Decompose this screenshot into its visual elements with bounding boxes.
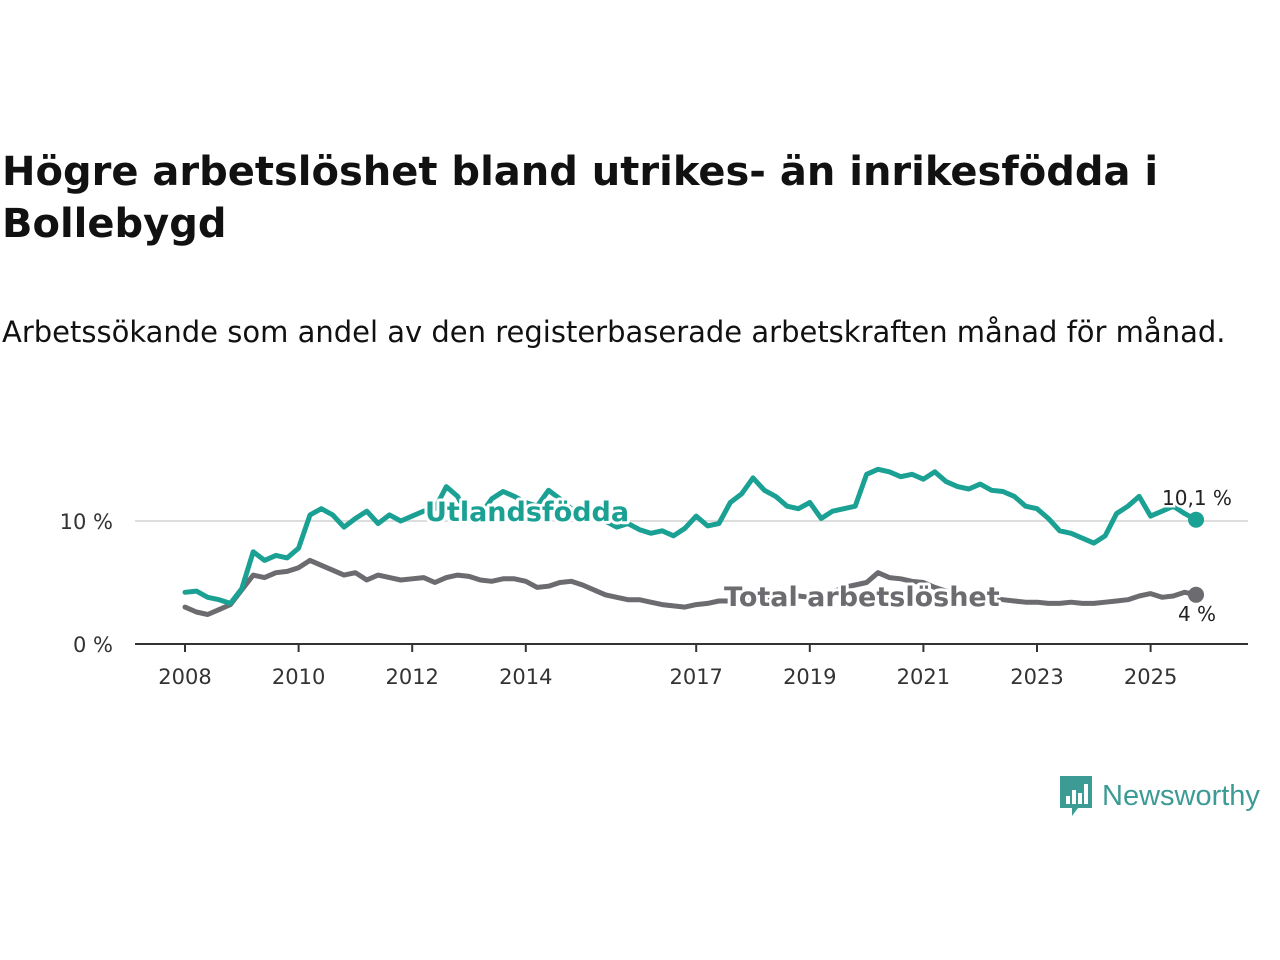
series-label-utlandsfodda: Utlandsfödda [425,497,629,528]
y-tick-label: 10 % [60,510,113,534]
x-tick-label: 2008 [158,665,211,689]
series-labels: Utlandsfödda Total arbetslöshet 10,1 % 4 % [422,484,1234,629]
newsworthy-logo-text: Newsworthy [1102,779,1260,812]
chart-title: Högre arbetslöshet bland utrikes- än inr… [2,149,1159,247]
x-tick-label: 2014 [499,665,552,689]
x-axis: 2008 2010 2012 2014 2017 2019 2021 2023 2025 [135,643,1248,689]
newsworthy-logo: Newsworthy [1058,774,1260,818]
series-end-point [1188,511,1205,528]
series-lines [182,466,1205,617]
x-tick-label: 2025 [1124,665,1177,689]
chart-subtitle: Arbetssökande som andel av den registerb… [2,315,1226,349]
series-line-total [182,557,1199,617]
end-label-utlandsfodda: 10,1 % [1162,486,1232,510]
series-end-point [1188,586,1205,603]
x-tick-label: 2021 [897,665,950,689]
y-axis-labels: 0 % 10 % [60,510,113,657]
newsworthy-logo-icon [1060,776,1092,816]
y-tick-label: 0 % [73,633,113,657]
x-tick-label: 2019 [783,665,836,689]
x-tick-label: 2010 [272,665,325,689]
end-label-total: 4 % [1178,602,1216,626]
x-tick-label: 2023 [1010,665,1063,689]
x-tick-label: 2017 [669,665,722,689]
x-tick-label: 2012 [385,665,438,689]
series-line-utlandsfodda [182,466,1199,606]
series-label-total: Total arbetslöshet [724,582,1000,613]
